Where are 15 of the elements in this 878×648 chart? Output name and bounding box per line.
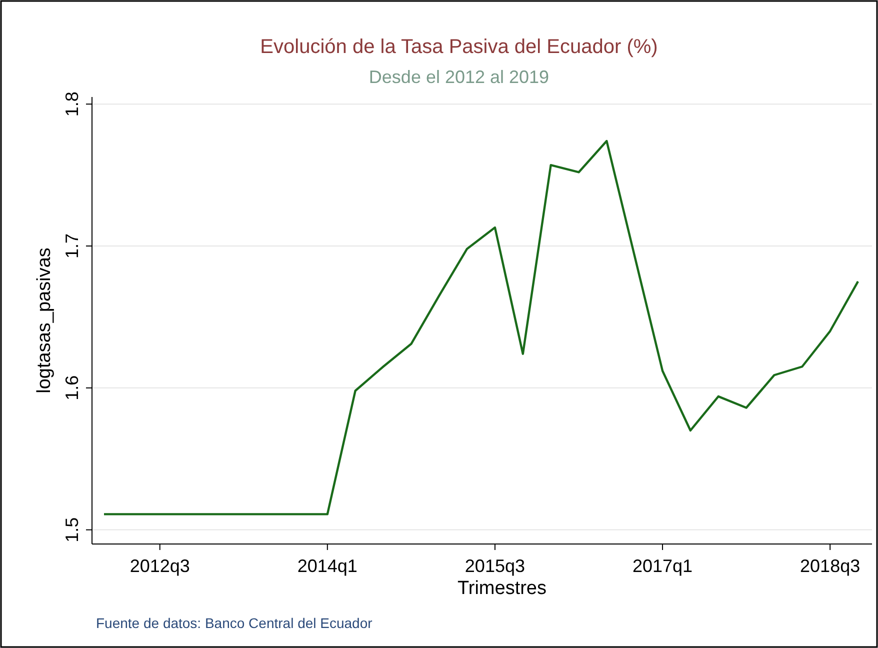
y-tick-label: 1.7 (62, 233, 82, 259)
x-axis-title: Trimestres (457, 578, 547, 599)
y-axis-title: logtasas_pasivas (34, 248, 55, 394)
x-tick-label: 2018q3 (800, 556, 860, 576)
y-tick-label: 1.5 (62, 517, 82, 542)
x-tick-label: 2014q1 (297, 556, 358, 576)
source-note: Fuente de datos: Banco Central del Ecuador (96, 615, 373, 631)
x-tick-label: 2012q3 (130, 556, 190, 576)
chart-title: Evolución de la Tasa Pasiva del Ecuador (%) (260, 36, 658, 58)
x-tick-label: 2017q1 (632, 556, 693, 576)
chart-subtitle: Desde el 2012 al 2019 (368, 67, 550, 87)
y-tick-label: 1.6 (62, 375, 82, 400)
x-tick-label: 2015q3 (464, 556, 525, 576)
y-tick-label: 1.8 (62, 92, 82, 117)
line-series (102, 140, 860, 516)
